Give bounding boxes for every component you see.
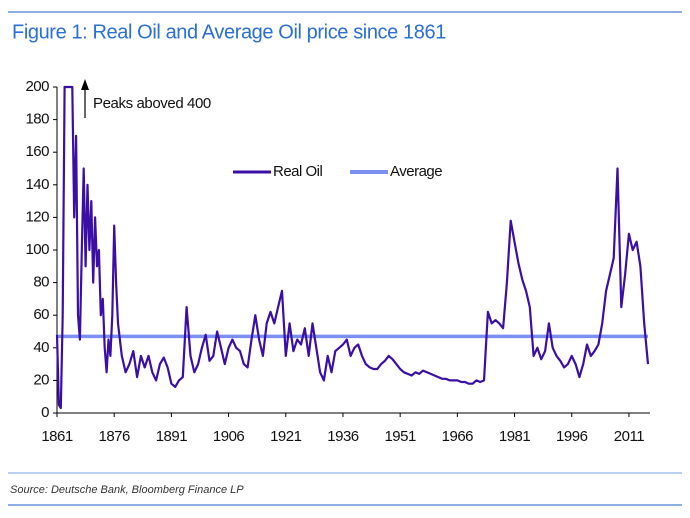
x-tick-label: 1966 xyxy=(442,428,474,445)
x-tick-label: 1906 xyxy=(213,428,245,445)
y-tick-label: 60 xyxy=(33,306,49,323)
x-tick-label: 1921 xyxy=(270,428,302,445)
y-tick-label: 180 xyxy=(25,111,49,128)
annotation: Peaks aboved 400 xyxy=(93,95,211,112)
x-tick-label: 1996 xyxy=(556,428,588,445)
real-oil-line xyxy=(55,85,650,410)
y-tick-label: 40 xyxy=(33,339,49,356)
chart-title: Figure 1: Real Oil and Average Oil price… xyxy=(12,21,446,43)
y-tick-label: 80 xyxy=(33,274,49,291)
y-tick-label: 120 xyxy=(25,208,49,225)
x-tick-label: 1936 xyxy=(327,428,359,445)
x-tick-label: 1981 xyxy=(499,428,531,445)
y-tick-label: 100 xyxy=(25,241,49,258)
y-tick-label: 200 xyxy=(25,78,49,95)
legend-label: Real Oil xyxy=(273,163,323,180)
y-tick-label: 160 xyxy=(25,143,49,160)
x-tick-label: 1951 xyxy=(384,428,416,445)
x-tick-label: 2011 xyxy=(614,428,644,445)
y-tick-label: 20 xyxy=(33,371,49,388)
y-tick-label: 140 xyxy=(25,176,49,193)
x-tick-label: 1876 xyxy=(99,428,131,445)
legend-label: Average xyxy=(390,163,442,180)
source: Source: Deutsche Bank, Bloomberg Finance… xyxy=(10,484,244,496)
y-tick-label: 0 xyxy=(41,404,49,421)
x-tick-label: 1861 xyxy=(41,428,73,445)
x-tick-label: 1891 xyxy=(156,428,188,445)
arrow-head xyxy=(81,79,89,90)
